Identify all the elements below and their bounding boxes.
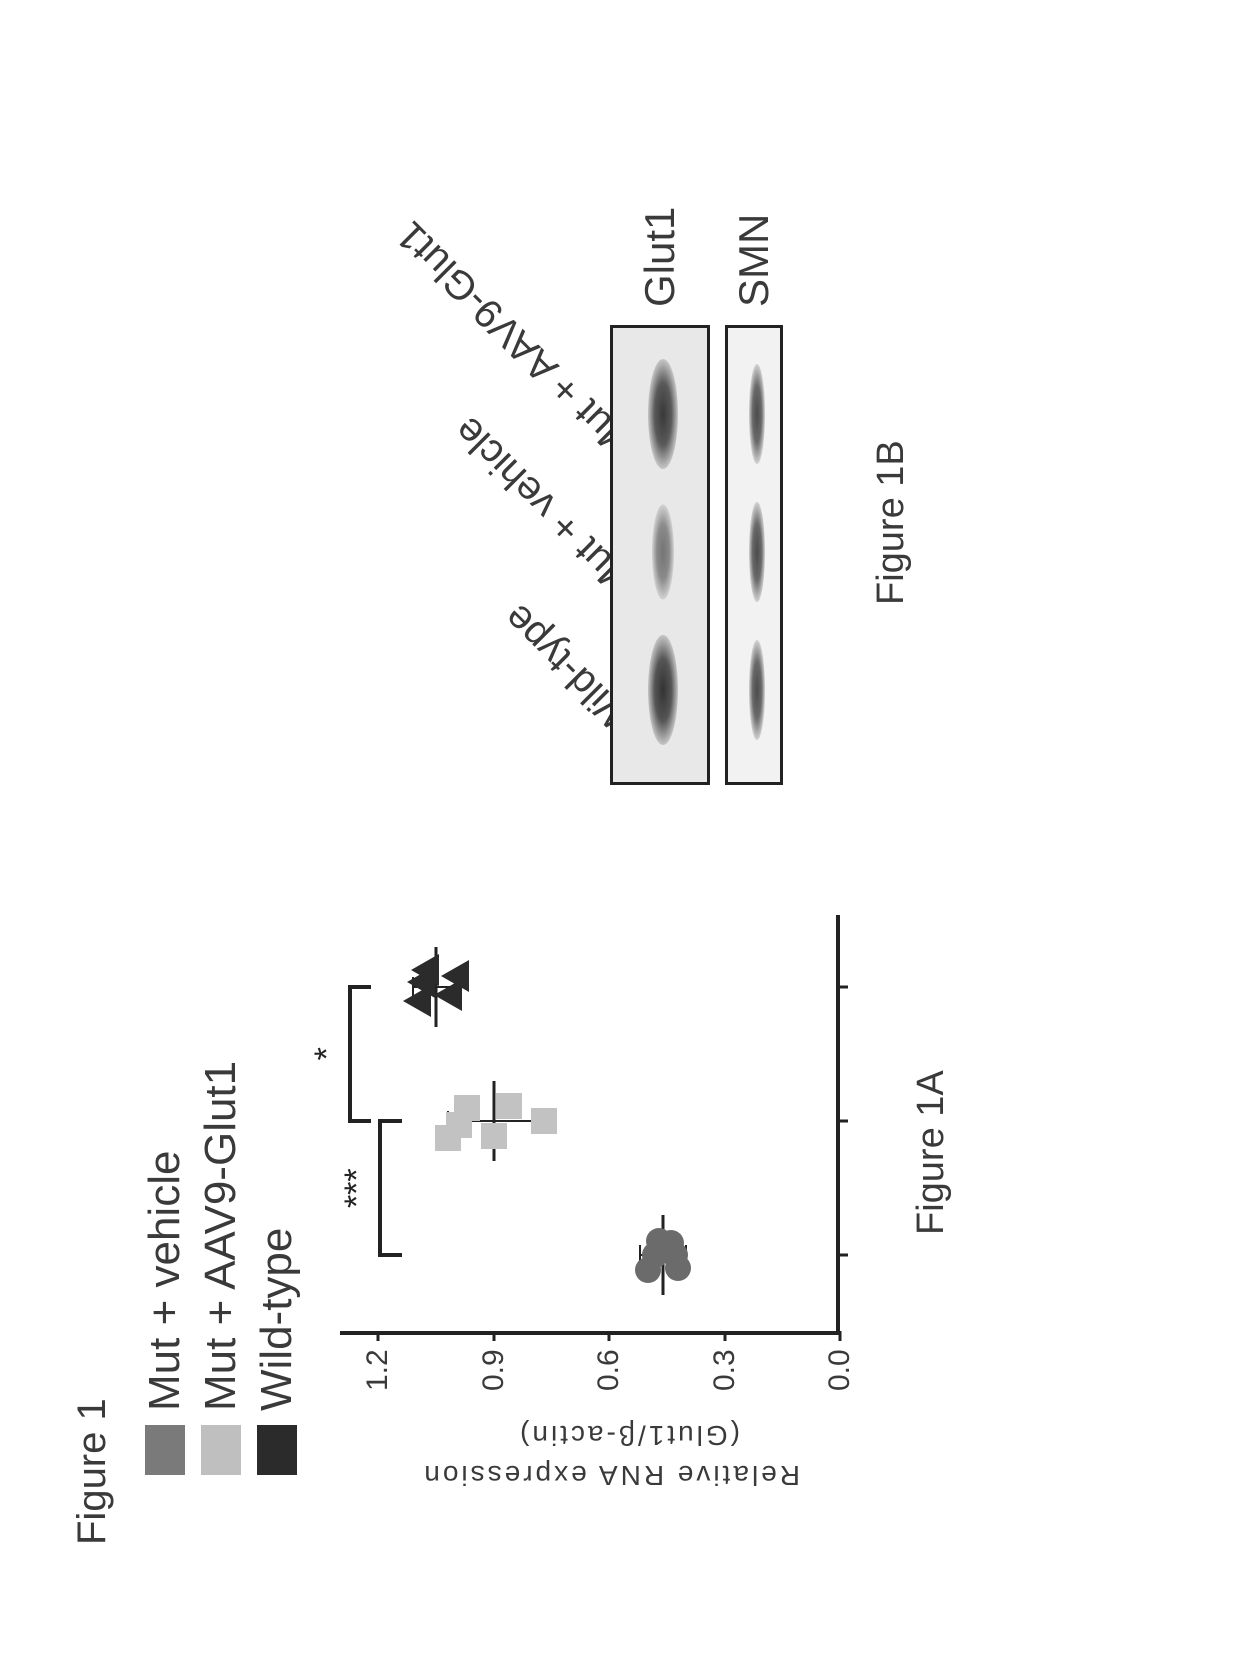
blot-band [652, 505, 674, 600]
blot-band [749, 364, 765, 464]
y-tick-mark [608, 1331, 611, 1341]
blot-band [648, 635, 678, 745]
y-tick-mark [492, 1331, 495, 1341]
panel-a-caption: Figure 1A [910, 1070, 953, 1235]
panel-b: Figure 1B Wild-typeMut + vehicleMut + AA… [280, 85, 1040, 785]
legend-label: Mut + AAV9-Glut1 [196, 1061, 246, 1411]
data-point [531, 1108, 557, 1134]
significance-label: * [308, 1047, 347, 1060]
significance-bracket [348, 987, 352, 1121]
legend-swatch [145, 1425, 185, 1475]
y-axis-label-line1: Relative RNA expression [421, 1459, 800, 1491]
y-tick-mark [377, 1331, 380, 1341]
blot-band [648, 359, 678, 469]
legend-swatch [257, 1425, 297, 1475]
significance-bracket-drop [378, 1119, 401, 1123]
mean-line [492, 1081, 495, 1161]
panel-a: Relative RNA expression (Glut1/β-actin) … [320, 875, 1040, 1515]
legend-item: Mut + vehicle [140, 1061, 190, 1475]
x-tick-mark [836, 1120, 848, 1123]
blot-row [725, 325, 783, 785]
y-tick-mark [839, 1331, 842, 1341]
data-point [454, 1095, 480, 1121]
legend-item: Mut + AAV9-Glut1 [196, 1061, 246, 1475]
y-tick-label: 0.9 [477, 1349, 511, 1391]
significance-label: *** [338, 1168, 377, 1208]
y-tick-label: 0.3 [708, 1349, 742, 1391]
blot-band [749, 640, 765, 740]
y-tick-mark [723, 1331, 726, 1341]
y-axis-label-line2: (Glut1/β-actin) [517, 1419, 740, 1451]
legend-item: Wild-type [252, 1061, 302, 1475]
significance-bracket-drop [348, 985, 371, 989]
data-point [441, 960, 469, 992]
blot-band [749, 502, 765, 602]
significance-bracket [378, 1121, 382, 1255]
significance-bracket-drop [348, 1119, 371, 1123]
data-point [481, 1123, 507, 1149]
panel-b-caption: Figure 1B [870, 440, 913, 605]
data-point [496, 1093, 522, 1119]
data-point [658, 1230, 684, 1256]
protein-label: Glut1 [636, 207, 684, 307]
legend-swatch [201, 1425, 241, 1475]
x-tick-mark [836, 1254, 848, 1257]
y-tick-label: 1.2 [361, 1349, 395, 1391]
significance-bracket-drop [378, 1253, 401, 1257]
x-tick-mark [836, 985, 848, 988]
protein-label: SMN [730, 214, 778, 307]
data-point [665, 1255, 691, 1281]
lane-label: Mut + AAV9-Glut1 [388, 212, 645, 469]
figure-title: Figure 1 [70, 1398, 115, 1545]
legend: Mut + vehicleMut + AAV9-Glut1Wild-type [140, 1061, 308, 1475]
blot-row [610, 325, 710, 785]
legend-label: Wild-type [252, 1228, 302, 1411]
legend-label: Mut + vehicle [140, 1151, 190, 1411]
scatter-plot: 0.00.30.60.91.2**** [340, 915, 840, 1335]
y-tick-label: 0.6 [592, 1349, 626, 1391]
y-tick-label: 0.0 [823, 1349, 857, 1391]
